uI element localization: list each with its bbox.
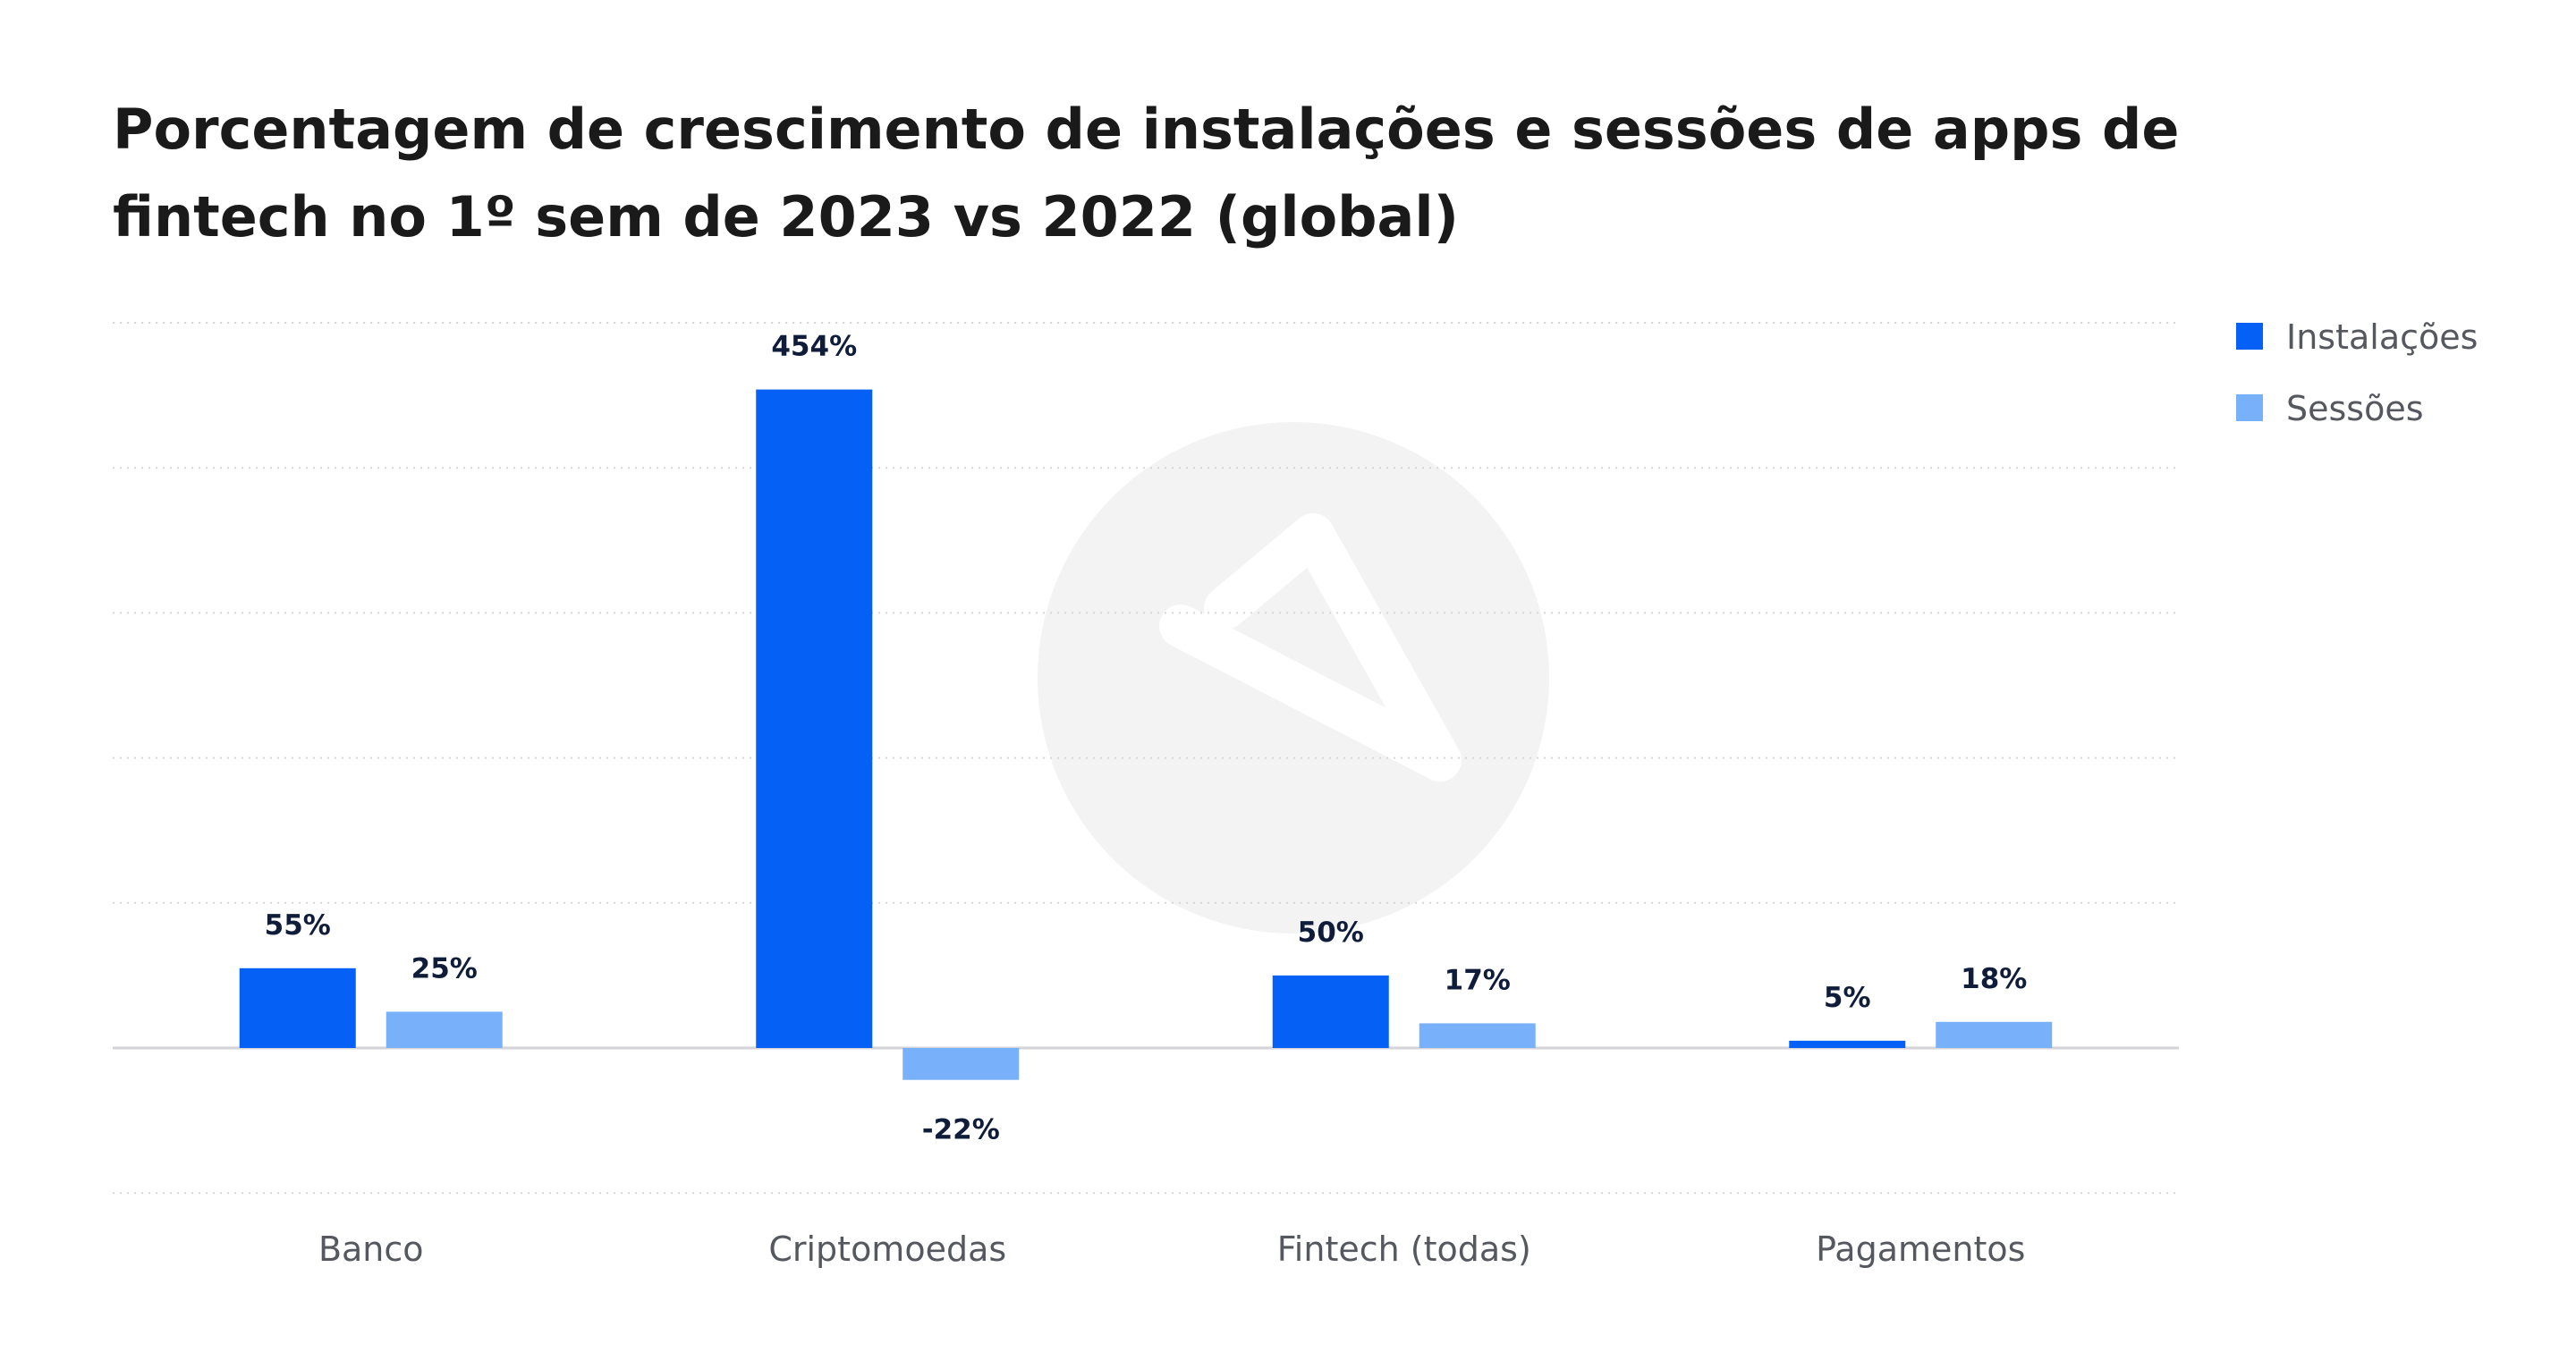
- data-label: 454%: [771, 331, 857, 363]
- watermark-logo: [1038, 422, 1549, 934]
- category-label: Pagamentos: [1816, 1229, 2025, 1269]
- legend-swatch: [2236, 394, 2263, 421]
- legend-label: Sessões: [2286, 389, 2424, 428]
- data-label: -22%: [922, 1114, 1000, 1146]
- bar: [1936, 1021, 2053, 1048]
- bar: [756, 389, 873, 1048]
- data-label: 55%: [265, 909, 331, 942]
- bar: [386, 1011, 503, 1048]
- category-label: Fintech (todas): [1277, 1229, 1531, 1269]
- data-label: 50%: [1298, 917, 1364, 949]
- category-label: Criptomoedas: [768, 1229, 1006, 1269]
- legend: Instalações Sessões: [2236, 317, 2478, 428]
- chart-title: Porcentagem de crescimento de instalaçõe…: [113, 97, 2180, 249]
- bars: [239, 389, 2053, 1080]
- bar: [239, 968, 356, 1048]
- data-label: 18%: [1961, 963, 2027, 995]
- bar: [1272, 975, 1389, 1048]
- bar: [1789, 1040, 1906, 1048]
- bar: [1419, 1023, 1536, 1048]
- data-labels: 55% 25% 454% -22% 50% 17% 5% 18%: [265, 331, 2028, 1146]
- bar: [902, 1048, 1020, 1080]
- category-labels: Banco Criptomoedas Fintech (todas) Pagament…: [318, 1229, 2025, 1269]
- data-label: 25%: [411, 952, 478, 984]
- legend-swatch: [2236, 323, 2263, 350]
- category-label: Banco: [318, 1229, 424, 1269]
- data-label: 17%: [1445, 964, 1511, 996]
- data-label: 5%: [1824, 982, 1871, 1014]
- legend-label: Instalações: [2286, 317, 2478, 357]
